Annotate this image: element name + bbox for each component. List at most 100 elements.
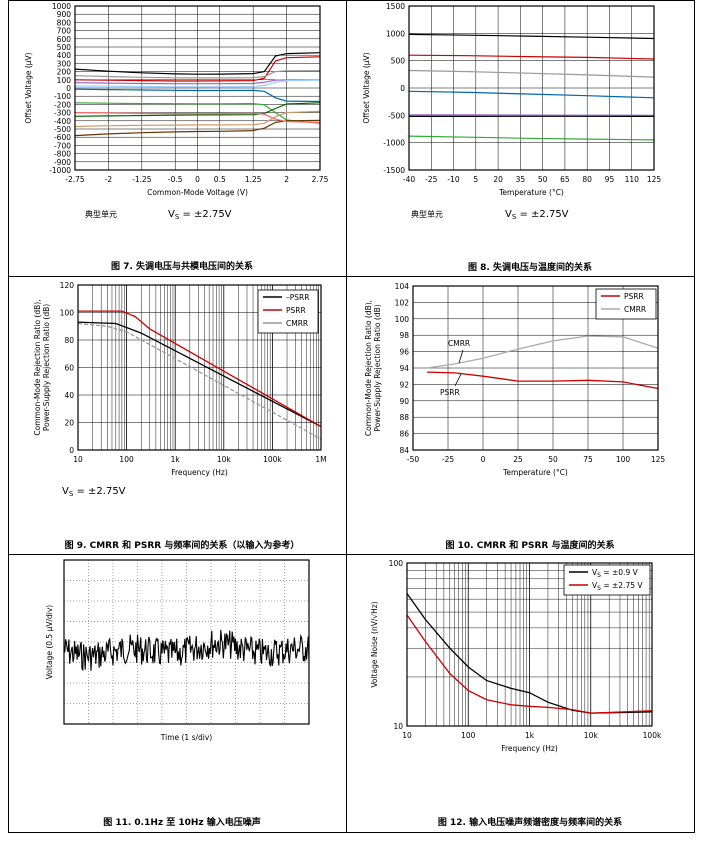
y-tick-label: 104 [395, 282, 410, 291]
x-tick-label: 50 [548, 455, 558, 464]
chart-cmrr-psrr-vs-temperature: -50 -25 0 25 50 75 100 125 84 86 88 90 92 94 96 98 100 10… [364, 282, 665, 477]
series-line-psrr [78, 310, 322, 428]
y-tick-label: -600 [54, 133, 71, 142]
series-line-s9 [74, 119, 321, 137]
y-tick-label: 100 [60, 309, 75, 318]
legend-label-tail: = ±2.75 V [601, 581, 643, 590]
y-tick-label: 10 [393, 722, 403, 731]
x-tick-label: 100 [616, 455, 631, 464]
x-axis-label: Temperature (°C) [502, 468, 568, 477]
plot-frame [412, 285, 659, 451]
y-tick-label: 120 [60, 281, 75, 290]
x-tick-label: -1.25 [132, 175, 152, 184]
y-tick-label: 1000 [386, 29, 405, 38]
y-tick-label: 800 [57, 18, 72, 27]
y-tick-label: -300 [54, 109, 71, 118]
x-tick-label: 10k [217, 455, 232, 464]
series-line-cmrr [77, 322, 322, 440]
y-axis-label: Common-Mode Rejection Ratio (dB),Power-S… [33, 299, 51, 435]
x-tick-label: 35 [516, 175, 526, 184]
x-tick-label: 100 [461, 731, 476, 740]
fig8-note-left: 典型单元 [411, 209, 443, 219]
figure-8: -40 -25 -10 5 20 35 50 65 80 95 110 125 -1500 -1000 -5… [362, 2, 661, 273]
x-tick-label: -50 [407, 455, 419, 464]
y-tick-label: 100 [395, 315, 410, 324]
y-tick-label: -1000 [383, 139, 405, 148]
x-tick-label: 1M [315, 455, 326, 464]
fig7-vs-note: VS = ±2.75V [168, 209, 232, 221]
y-tick-label: 500 [57, 43, 72, 52]
x-axis-label: Frequency (Hz) [501, 744, 558, 753]
y-tick-label: -500 [388, 111, 405, 120]
series-line-s5 [74, 88, 321, 103]
y-axis-label: Voltage Noise (nV/√Hz) [370, 601, 379, 687]
y-tick-label: 80 [64, 336, 74, 345]
x-tick-label: 125 [647, 175, 662, 184]
plot-frame [63, 559, 310, 725]
legend-label-sub: S [597, 585, 601, 592]
x-tick-label: 50 [538, 175, 548, 184]
legend-label-main: V [592, 581, 598, 590]
y-tick-label: 0 [69, 446, 74, 455]
series-line-v [406, 614, 653, 714]
x-tick-label: 2 [284, 175, 289, 184]
y-tick-label: 20 [64, 419, 74, 428]
legend-label: VS = ±2.75 V [592, 581, 643, 592]
y-tick-label: 86 [399, 430, 409, 439]
legend-label-tail: = ±0.9 V [601, 568, 639, 577]
plot-frame [406, 562, 653, 727]
legend-label: CMRR [624, 305, 646, 314]
x-tick-label: -40 [403, 175, 415, 184]
y-axis-label: Offset Voltage (μV) [362, 52, 371, 123]
figure-table-frame [8, 0, 695, 833]
x-axis-label: Time (1 s/div) [160, 733, 213, 742]
fig7-caption: 图 7. 失调电压与共模电压间的关系 [111, 260, 253, 272]
y-tick-label: 0 [66, 84, 71, 93]
y-tick-label: 500 [391, 57, 406, 66]
x-tick-label: 75 [583, 455, 593, 464]
grid-lines [74, 5, 321, 171]
y-tick-label: 60 [64, 364, 74, 373]
y-tick-label: 100 [57, 76, 72, 85]
x-tick-label: 125 [651, 455, 666, 464]
plot-frame [77, 284, 322, 451]
series-line-cmrr [426, 335, 659, 369]
y-tick-label: 0 [400, 84, 405, 93]
series-line-s1 [408, 54, 655, 60]
series-line-s2 [408, 69, 655, 78]
x-tick-label: -10 [447, 175, 459, 184]
grid-lines [408, 5, 655, 171]
legend-label: CMRR [286, 319, 308, 328]
y-tick-label: 600 [57, 35, 72, 44]
legend-box [563, 564, 651, 596]
y-axis-label-line: Common-Mode Rejection Ratio (dB), [33, 299, 42, 435]
legend-label: PSRR [286, 306, 306, 315]
figure-12: 10 100 1k 10k 100k 10 100 Frequency (Hz) Voltage… [370, 559, 662, 828]
x-tick-label: 1k [525, 731, 535, 740]
y-tick-label: 100 [389, 559, 404, 568]
y-axis-label: Voltage (0.5 μV/div) [45, 605, 54, 679]
fig9-vs-note: VS = ±2.75V [62, 486, 126, 498]
y-tick-label: 84 [399, 446, 409, 455]
x-tick-label: 10 [73, 455, 83, 464]
y-tick-label: -1000 [49, 166, 71, 175]
y-tick-label: 700 [57, 27, 72, 36]
y-tick-label: 40 [64, 391, 74, 400]
y-tick-label: 400 [57, 51, 72, 60]
legend-label: VS = ±0.9 V [592, 568, 639, 579]
x-tick-label: 100 [119, 455, 134, 464]
fig8-vs-note: VS = ±2.75V [505, 209, 569, 221]
chart-offset-vs-temperature: -40 -25 -10 5 20 35 50 65 80 95 110 125 -1500 -1000 -5… [362, 2, 661, 197]
fig10-annot-cmrr-arrow [458, 349, 464, 364]
fig7-note-left: 典型单元 [85, 209, 117, 219]
y-tick-label: 300 [57, 59, 72, 68]
series-line-s4 [74, 70, 321, 79]
x-tick-label: 20 [493, 175, 503, 184]
y-tick-label: -400 [54, 117, 71, 126]
y-tick-label: 92 [399, 380, 409, 389]
x-tick-label: 2.75 [312, 175, 329, 184]
y-tick-label: -800 [54, 150, 71, 159]
plot-frame [74, 5, 321, 171]
fig11-caption: 图 11. 0.1Hz 至 10Hz 输入电压噪声 [103, 816, 261, 828]
y-axis-label-line: Common-Mode Rejection Ratio (dB), [364, 300, 373, 436]
